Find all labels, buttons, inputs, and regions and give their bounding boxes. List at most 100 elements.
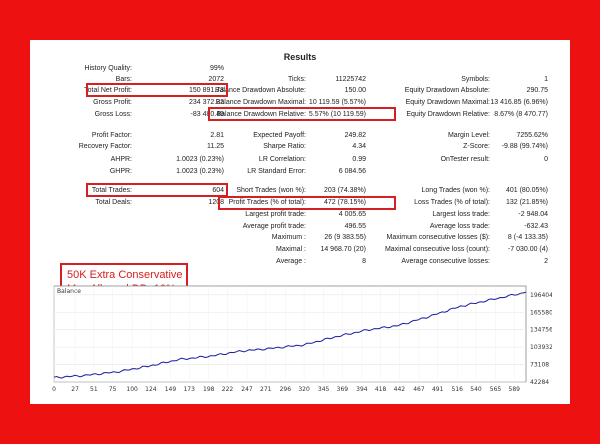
col1-value: 604 <box>212 187 224 194</box>
col3-value: 132 (21.85%) <box>505 199 548 206</box>
x-tick-label: 296 <box>280 386 292 393</box>
col3-value: 2 <box>544 258 548 265</box>
col2-label: Sharpe Ratio: <box>263 143 306 150</box>
col3-label: Equity Drawdown Absolute: <box>404 87 490 94</box>
col3-value: 8 (-4 133.35) <box>507 234 548 241</box>
x-tick-label: 124 <box>145 386 157 393</box>
col1-value: 2072 <box>208 76 224 83</box>
col2-value: 5.57% (10 119.59) <box>308 111 366 118</box>
balance-series-line <box>53 291 527 379</box>
col2-value: 11225742 <box>335 76 366 83</box>
col1-label: History Quality: <box>84 65 132 72</box>
col1-value: 150 891.73 <box>188 87 224 94</box>
col2-value: 203 (74.38%) <box>323 187 366 194</box>
x-tick-label: 271 <box>260 386 272 393</box>
col1-label: Gross Loss: <box>94 111 132 118</box>
col3-label: Maximal consecutive loss (count): <box>384 246 490 253</box>
col3-label: Equity Drawdown Maximal: <box>405 99 490 106</box>
highlight-total-net-profit <box>86 83 228 97</box>
col2-label: LR Standard Error: <box>247 168 306 175</box>
x-tick-label: 320 <box>298 386 310 393</box>
col3-value: -632.43 <box>524 223 548 230</box>
col2-label: Balance Drawdown Maximal: <box>215 99 306 106</box>
col1-value: 234 372.22 <box>188 99 224 106</box>
x-tick-label: 345 <box>318 386 330 393</box>
col2-label: Balance Drawdown Relative: <box>216 111 307 118</box>
x-tick-label: 100 <box>126 386 138 393</box>
col2-value: 26 (9 383.55) <box>324 234 366 241</box>
col3-label: Margin Level: <box>447 132 490 139</box>
page-title: Results <box>283 52 317 62</box>
col2-label: Short Trades (won %): <box>236 187 306 194</box>
col3-value: 1 <box>544 76 548 83</box>
col1-value: 1.0023 (0.23%) <box>176 168 224 175</box>
x-tick-label: 491 <box>432 386 444 393</box>
col2-value: 249.82 <box>344 132 366 139</box>
x-tick-label: 540 <box>470 386 482 393</box>
col1-label: AHPR: <box>110 156 132 163</box>
col3-label: Average consecutive losses: <box>401 258 490 265</box>
y-tick-label: 73108 <box>530 362 549 369</box>
col2-value: 14 968.70 (20) <box>320 246 366 253</box>
col3-value: 8.67% (8 470.77) <box>494 111 548 118</box>
x-tick-label: 51 <box>90 386 98 393</box>
col2-value: 150.00 <box>344 87 366 94</box>
col1-value: -83 480.49 <box>190 111 224 118</box>
col1-label: GHPR: <box>109 168 132 175</box>
col2-label: Profit Trades (% of total): <box>228 199 306 206</box>
col3-value: -7 030.00 (4) <box>507 246 548 253</box>
col2-label: Balance Drawdown Absolute: <box>214 87 306 94</box>
col3-value: -9.88 (99.74%) <box>501 143 548 150</box>
col1-value: 2.81 <box>210 132 224 139</box>
x-tick-label: 394 <box>356 386 368 393</box>
col2-value: 0.99 <box>352 156 366 163</box>
col1-value: 1208 <box>208 199 224 206</box>
col2-value: 4.34 <box>352 143 366 150</box>
x-tick-label: 198 <box>203 386 215 393</box>
col1-label: Total Deals: <box>95 199 132 206</box>
col3-value: 0 <box>544 156 548 163</box>
col2-label: LR Correlation: <box>258 156 306 163</box>
x-tick-label: 565 <box>490 386 502 393</box>
col2-label: Largest profit trade: <box>245 211 306 218</box>
col2-value: 472 (78.15%) <box>323 199 366 206</box>
col2-value: 10 119.59 (5.57%) <box>308 99 366 106</box>
y-tick-label: 42284 <box>530 379 549 386</box>
results-panel: Results History Quality: 99% Bars: 2072 Tota… <box>30 40 570 404</box>
col1-label: Gross Profit: <box>93 99 132 106</box>
col2-label: Ticks: <box>287 76 306 83</box>
x-tick-label: 467 <box>413 386 425 393</box>
col2-value: 4 005.65 <box>338 211 366 218</box>
col2-value: 6 084.56 <box>338 168 366 175</box>
x-tick-label: 418 <box>375 386 387 393</box>
col3-label: Z-Score: <box>463 143 490 150</box>
col2-label: Average profit trade: <box>242 223 306 230</box>
col1-label: Bars: <box>115 76 132 83</box>
col2-value: 496.55 <box>344 223 366 230</box>
col3-label: Largest loss trade: <box>432 211 490 218</box>
col1-value: 99% <box>209 65 224 72</box>
col1-label: Total Trades: <box>91 187 132 194</box>
col1-value: 1.0023 (0.23%) <box>176 156 224 163</box>
x-tick-label: 589 <box>509 386 521 393</box>
x-tick-label: 149 <box>165 386 177 393</box>
balance-chart-svg: Balance 196404 165580 134756 103932 73108 4228… <box>52 285 553 393</box>
col3-value: 7255.62% <box>516 132 548 139</box>
note-line-1: 50K Extra Conservative <box>67 269 183 281</box>
x-tick-label: 369 <box>337 386 349 393</box>
chart-frame <box>53 285 527 383</box>
y-tick-label: 196404 <box>530 292 552 299</box>
highlight-profit-trades <box>218 196 396 210</box>
col3-label: OnTester result: <box>440 156 490 163</box>
col2-label: Maximal : <box>276 246 306 253</box>
x-tick-label: 516 <box>452 386 464 393</box>
x-tick-label: 222 <box>222 386 234 393</box>
col1-value: 11.25 <box>207 143 224 150</box>
col1-label: Profit Factor: <box>91 132 132 139</box>
highlight-total-trades <box>86 183 228 197</box>
balance-chart: Balance 196404 165580 134756 103932 73108 4228… <box>52 282 553 397</box>
col3-value: -2 948.04 <box>518 211 548 218</box>
x-tick-label: 247 <box>241 386 253 393</box>
col2-label: Maximum : <box>271 234 306 241</box>
col3-label: Average loss trade: <box>429 223 490 230</box>
